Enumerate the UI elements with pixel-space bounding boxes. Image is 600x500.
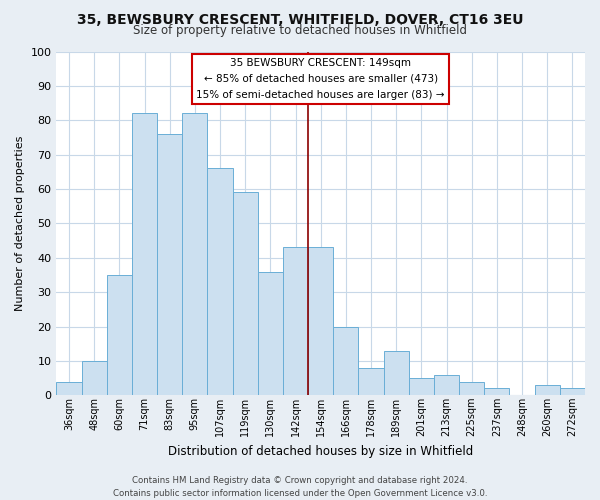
Y-axis label: Number of detached properties: Number of detached properties	[15, 136, 25, 311]
Text: Contains HM Land Registry data © Crown copyright and database right 2024.
Contai: Contains HM Land Registry data © Crown c…	[113, 476, 487, 498]
Bar	[157, 134, 182, 396]
Text: 35 BEWSBURY CRESCENT: 149sqm
← 85% of detached houses are smaller (473)
15% of s: 35 BEWSBURY CRESCENT: 149sqm ← 85% of de…	[196, 58, 445, 100]
Bar	[333, 326, 358, 396]
Bar	[107, 275, 132, 396]
Bar	[484, 388, 509, 396]
Bar	[409, 378, 434, 396]
Bar	[308, 248, 333, 396]
Bar	[233, 192, 258, 396]
Bar	[459, 382, 484, 396]
Bar	[82, 361, 107, 396]
Bar	[434, 374, 459, 396]
Bar	[283, 248, 308, 396]
Bar	[383, 350, 409, 396]
Bar	[560, 388, 585, 396]
Bar	[182, 114, 208, 396]
Text: 35, BEWSBURY CRESCENT, WHITFIELD, DOVER, CT16 3EU: 35, BEWSBURY CRESCENT, WHITFIELD, DOVER,…	[77, 12, 523, 26]
Bar	[358, 368, 383, 396]
Bar	[56, 382, 82, 396]
Text: Size of property relative to detached houses in Whitfield: Size of property relative to detached ho…	[133, 24, 467, 37]
X-axis label: Distribution of detached houses by size in Whitfield: Distribution of detached houses by size …	[168, 444, 473, 458]
Bar	[132, 114, 157, 396]
Bar	[535, 385, 560, 396]
Bar	[208, 168, 233, 396]
Bar	[258, 272, 283, 396]
